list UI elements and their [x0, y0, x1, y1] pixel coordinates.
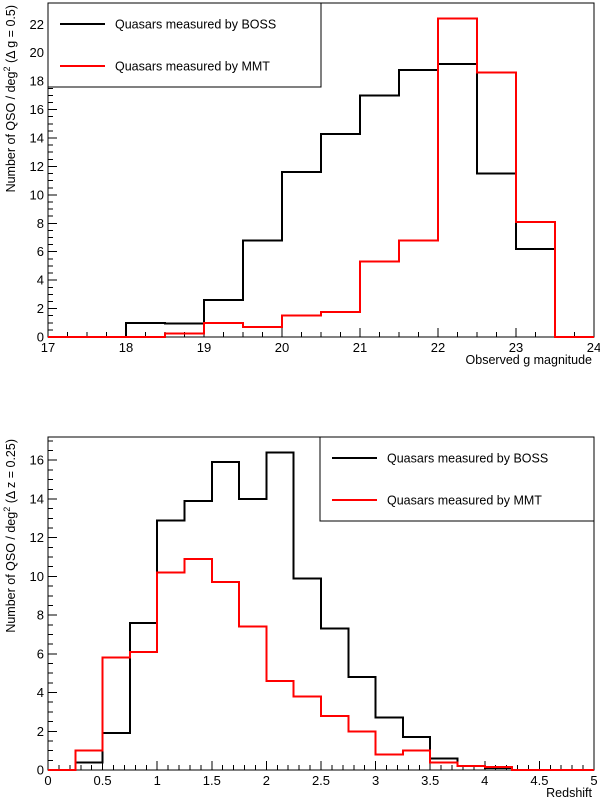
y-tick-label: 22 [30, 17, 44, 32]
x-axis-title: Observed g magnitude [466, 353, 593, 367]
x-tick-label: 23 [509, 340, 523, 355]
x-tick-label: 3.5 [421, 773, 439, 788]
x-tick-label: 0 [44, 773, 51, 788]
y-tick-label: 16 [30, 102, 44, 117]
y-tick-label: 4 [37, 685, 44, 700]
x-tick-label: 1 [154, 773, 161, 788]
x-tick-label: 0.5 [94, 773, 112, 788]
y-axis-title-superscript: 2 [2, 67, 12, 72]
histogram-series-boss [48, 63, 594, 338]
y-axis-title-main: Number of QSO / deg [4, 71, 18, 192]
x-tick-label: 1.5 [203, 773, 221, 788]
y-tick-label: 12 [30, 530, 44, 545]
legend-label-boss: Quasars measured by BOSS [387, 452, 548, 466]
y-tick-label: 8 [37, 608, 44, 623]
y-axis-title-tail: (Δ z = 0.25) [4, 439, 18, 507]
y-tick-label: 10 [30, 569, 44, 584]
legend-box [319, 436, 595, 522]
histogram-series-mmt [48, 557, 594, 771]
y-tick-label: 20 [30, 45, 44, 60]
x-tick-label: 20 [275, 340, 289, 355]
chart-redshift: 0 0.5 1 1.5 2 2.5 3 3.5 4 4.5 5 0 2 4 6 8 10 12 14 16 Redshi… [2, 436, 598, 800]
y-tick-label: 12 [30, 159, 44, 174]
y-tick-label: 2 [37, 724, 44, 739]
legend-label-mmt: Quasars measured by MMT [387, 494, 542, 508]
x-tick-label: 19 [197, 340, 211, 355]
x-tick-label: 18 [119, 340, 133, 355]
y-tick-label: 0 [37, 330, 44, 345]
y-tick-label: 6 [37, 646, 44, 661]
y-tick-label: 14 [30, 491, 44, 506]
y-tick-label: 2 [37, 301, 44, 316]
x-tick-label: 21 [353, 340, 367, 355]
legend-label-boss: Quasars measured by BOSS [115, 18, 276, 32]
y-tick-label: 16 [30, 453, 44, 468]
y-tick-label: 6 [37, 244, 44, 259]
histogram-series-mmt [48, 17, 594, 338]
y-tick-label: 0 [37, 763, 44, 778]
x-tick-label: 17 [41, 340, 55, 355]
y-axis-title-tail: (Δ g = 0.5) [4, 5, 18, 67]
chart-g-magnitude: 17 18 19 20 21 22 23 240246810121416182022Obser… [2, 2, 600, 367]
y-tick-label: 4 [37, 273, 44, 288]
x-tick-label: 3 [372, 773, 379, 788]
y-tick-label: 14 [30, 131, 44, 146]
x-tick-label: 2 [263, 773, 270, 788]
y-tick-label: 8 [37, 216, 44, 231]
x-axis-title: Redshift [546, 786, 592, 800]
x-tick-label: 24 [587, 340, 600, 355]
legend-box [47, 2, 322, 88]
y-axis-title: Number of QSO / deg2 (Δ g = 0.5) [2, 5, 18, 192]
y-axis-title-superscript: 2 [2, 507, 12, 512]
legend-label-mmt: Quasars measured by MMT [115, 60, 270, 74]
x-tick-label: 2.5 [312, 773, 330, 788]
y-axis-title-main: Number of QSO / deg [4, 512, 18, 633]
y-tick-label: 10 [30, 187, 44, 202]
y-axis-title: Number of QSO / deg2 (Δ z = 0.25) [2, 439, 18, 633]
x-tick-label: 5 [590, 773, 597, 788]
x-tick-label: 4 [481, 773, 488, 788]
x-tick-label: 22 [431, 340, 445, 355]
x-tick-label: 4.5 [530, 773, 548, 788]
y-tick-label: 18 [30, 74, 44, 89]
